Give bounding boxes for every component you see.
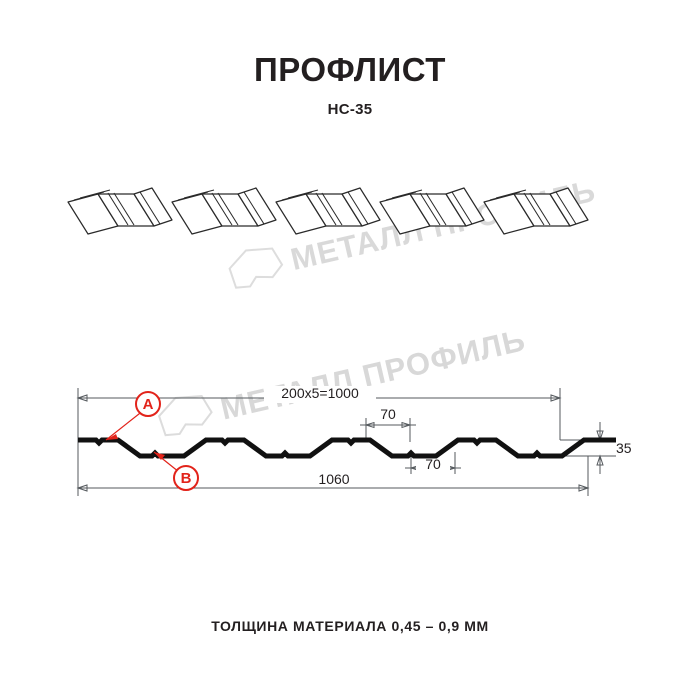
dimension-top-flange: 70 <box>360 406 416 442</box>
page-title: ПРОФЛИСТ <box>254 51 446 88</box>
dimension-bottom-flange-label: 70 <box>425 456 441 472</box>
header: ПРОФЛИСТ НС-35 <box>0 51 700 119</box>
footer: ТОЛЩИНА МАТЕРИАЛА 0,45 – 0,9 ММ <box>0 618 700 634</box>
cross-section-view: МЕТАЛЛ ПРОФИЛЬ 200x5=1000 <box>60 322 640 520</box>
callout-marker-b: B <box>153 451 199 491</box>
dimension-overall-width: 1060 <box>76 440 590 496</box>
callout-marker-a: A <box>105 391 161 441</box>
profile-section-outline <box>78 437 616 459</box>
dimension-overall-width-label: 1060 <box>318 471 349 487</box>
corrugation-body <box>67 187 589 235</box>
watermark-lower: МЕТАЛЛ ПРОФИЛЬ <box>157 322 529 437</box>
callout-label-a: A <box>143 396 154 413</box>
material-thickness-note: ТОЛЩИНА МАТЕРИАЛА 0,45 – 0,9 ММ <box>211 618 489 634</box>
dimension-height-label: 35 <box>616 440 632 456</box>
dimension-top-flange-label: 70 <box>380 406 396 422</box>
callout-label-b: B <box>181 470 192 487</box>
isometric-sheet-view: МЕТАЛЛ ПРОФИЛЬ <box>60 173 640 310</box>
dimension-pitch-total-label: 200x5=1000 <box>281 385 359 401</box>
product-model-label: НС-35 <box>327 101 373 119</box>
